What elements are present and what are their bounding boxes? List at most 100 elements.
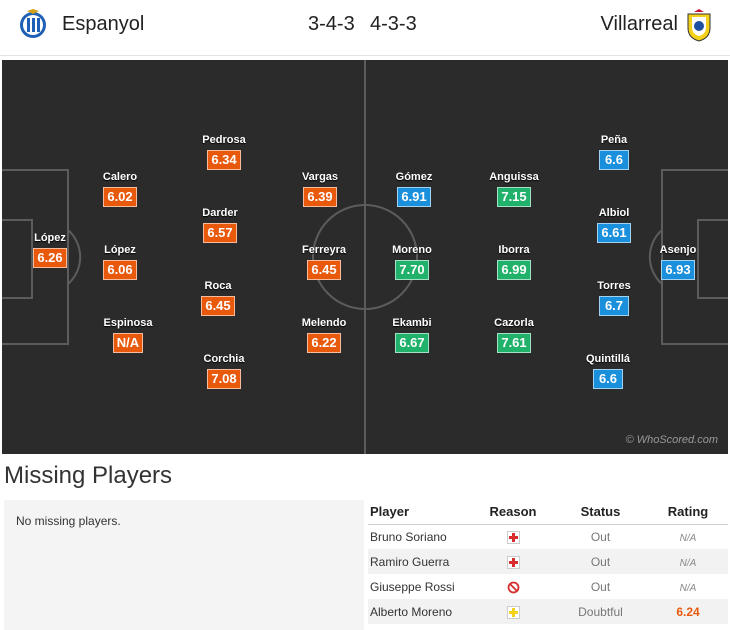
reason-cell: [473, 599, 553, 624]
away-team-name[interactable]: Villarreal: [600, 13, 678, 35]
rating-value: N/A: [679, 582, 697, 594]
home-player-9[interactable]: Ferreyra 6.45: [284, 243, 364, 280]
home-missing-panel: No missing players.: [4, 500, 364, 630]
player-name[interactable]: Espinosa: [103, 317, 153, 329]
table-row: Bruno Soriano Out N/A: [368, 524, 728, 549]
injury-icon: [506, 530, 520, 544]
player-name[interactable]: Peña: [600, 134, 628, 146]
home-player-10[interactable]: Melendo 6.22: [284, 316, 364, 353]
status-cell: Doubtful: [553, 599, 648, 624]
away-player-4[interactable]: Iborra 6.99: [474, 243, 554, 280]
match-header: Espanyol 3-4-3 4-3-3 Villarreal: [0, 0, 730, 56]
player-rating-badge: 7.08: [207, 369, 241, 389]
player-name[interactable]: Ferreyra: [301, 244, 347, 256]
home-formation: 3-4-3: [308, 13, 355, 35]
away-player-1[interactable]: Moreno 7.70: [372, 243, 452, 280]
rating-value: 6.24: [676, 604, 700, 619]
missing-player-name[interactable]: Bruno Soriano: [370, 529, 447, 544]
player-rating-badge: 6.91: [397, 187, 431, 207]
player-name[interactable]: Ekambi: [392, 317, 432, 329]
rating-cell: N/A: [648, 574, 728, 599]
player-name[interactable]: Pedrosa: [202, 134, 246, 146]
reason-cell: [473, 524, 553, 549]
player-name[interactable]: Torres: [597, 280, 631, 292]
player-name[interactable]: Corchia: [203, 353, 245, 365]
player-rating-badge: 6.45: [201, 296, 235, 316]
missing-player-name[interactable]: Ramiro Guerra: [368, 549, 473, 574]
col-rating: Rating: [648, 500, 728, 525]
player-name[interactable]: Darder: [202, 207, 238, 219]
away-player-8[interactable]: Torres 6.7: [574, 279, 654, 316]
doubtful-icon: [506, 605, 520, 619]
player-name[interactable]: Quintillá: [586, 353, 630, 365]
col-player: Player: [368, 500, 473, 525]
home-team-name[interactable]: Espanyol: [62, 13, 145, 35]
away-player-7[interactable]: Albiol 6.61: [574, 206, 654, 243]
player-name[interactable]: Gómez: [395, 171, 433, 183]
missing-players-title: Missing Players: [4, 462, 173, 489]
player-name[interactable]: Vargas: [301, 171, 339, 183]
player-name[interactable]: Iborra: [498, 244, 530, 256]
home-player-6[interactable]: Roca 6.45: [178, 279, 258, 316]
player-name[interactable]: Cazorla: [494, 317, 534, 329]
player-name[interactable]: Calero: [102, 171, 138, 183]
player-rating-badge: 6.7: [599, 296, 629, 316]
player-rating-badge: 7.70: [395, 260, 429, 280]
status-cell: Out: [553, 549, 648, 574]
player-rating-badge: 6.6: [599, 150, 629, 170]
rating-cell: 6.24: [648, 599, 728, 624]
table-header-row: Player Reason Status Rating: [368, 500, 728, 525]
espanyol-crest-icon[interactable]: [18, 8, 48, 42]
player-rating-badge: 6.39: [303, 187, 337, 207]
player-name[interactable]: Roca: [204, 280, 232, 292]
col-reason: Reason: [473, 500, 553, 525]
player-rating-badge: 6.57: [203, 223, 237, 243]
player-name[interactable]: Moreno: [392, 244, 432, 256]
home-player-5[interactable]: Darder 6.57: [180, 206, 260, 243]
home-player-1[interactable]: Calero 6.02: [80, 170, 160, 207]
villarreal-crest-icon[interactable]: [684, 8, 714, 42]
player-rating-badge: 7.61: [497, 333, 531, 353]
table-row: Ramiro Guerra Out N/A: [368, 549, 728, 574]
player-rating-badge: 6.34: [207, 150, 241, 170]
rating-cell: N/A: [648, 549, 728, 574]
player-rating-badge: 6.61: [597, 223, 631, 243]
status-cell: Out: [590, 579, 611, 594]
player-rating-badge: 6.99: [497, 260, 531, 280]
whoscored-watermark: © WhoScored.com: [625, 434, 718, 446]
away-player-3[interactable]: Anguissa 7.15: [474, 170, 554, 207]
away-player-6[interactable]: Peña 6.6: [574, 133, 654, 170]
player-rating-badge: 6.45: [307, 260, 341, 280]
player-name[interactable]: López: [34, 232, 66, 244]
away-player-0[interactable]: Gómez 6.91: [374, 170, 454, 207]
table-row: Alberto Moreno Doubtful 6.24: [368, 599, 728, 624]
away-player-5[interactable]: Cazorla 7.61: [474, 316, 554, 353]
player-rating-badge: 6.67: [395, 333, 429, 353]
home-player-8[interactable]: Vargas 6.39: [280, 170, 360, 207]
missing-player-name[interactable]: Giuseppe Rossi: [370, 579, 455, 594]
table-row: Giuseppe Rossi Out N/A: [368, 574, 728, 599]
away-player-2[interactable]: Ekambi 6.67: [372, 316, 452, 353]
home-player-0[interactable]: López 6.26: [10, 231, 90, 268]
player-name[interactable]: Anguissa: [489, 171, 539, 183]
player-rating-badge: 6.22: [307, 333, 341, 353]
reason-cell: [473, 549, 553, 574]
home-player-3[interactable]: Espinosa N/A: [88, 316, 168, 353]
away-player-10[interactable]: Asenjo 6.93: [638, 243, 718, 280]
injury-icon: [506, 555, 520, 569]
home-player-7[interactable]: Corchia 7.08: [184, 352, 264, 389]
player-name[interactable]: Asenjo: [659, 244, 697, 256]
away-player-9[interactable]: Quintillá 6.6: [568, 352, 648, 389]
player-rating-badge: 6.06: [103, 260, 137, 280]
player-name[interactable]: Melendo: [301, 317, 347, 329]
pitch: López 6.26 Calero 6.02 López 6.06 Espinosa N/A P…: [2, 60, 728, 454]
missing-player-name[interactable]: Alberto Moreno: [368, 599, 473, 624]
banned-icon: [507, 581, 520, 594]
player-name[interactable]: López: [104, 244, 136, 256]
player-name[interactable]: Albiol: [598, 207, 630, 219]
home-player-2[interactable]: López 6.06: [80, 243, 160, 280]
player-rating-badge: 6.02: [103, 187, 137, 207]
player-rating-badge: 6.26: [33, 248, 67, 268]
player-rating-badge: N/A: [112, 333, 144, 353]
home-player-4[interactable]: Pedrosa 6.34: [184, 133, 264, 170]
